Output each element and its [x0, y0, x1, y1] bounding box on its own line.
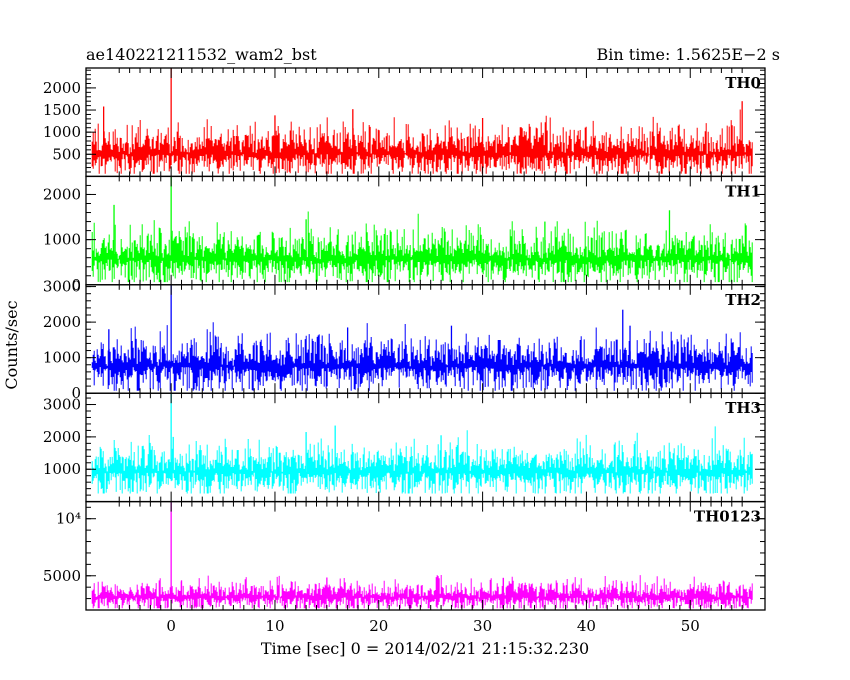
- x-tick-label-50: 50: [681, 617, 700, 635]
- y-tick-label-th0-1000: 1000: [43, 123, 81, 141]
- series-trace-th0123: [91, 575, 753, 609]
- panel-frame-th0123: [85, 500, 766, 611]
- chart-title-right: Bin time: 1.5625E−2 s: [597, 45, 780, 64]
- series-trace-th0: [91, 109, 753, 174]
- y-axis-label: Counts/sec: [2, 300, 21, 389]
- chart-title-left: ae140221211532_wam2_bst: [86, 45, 317, 64]
- y-tick-label-th2-2000: 2000: [43, 313, 81, 331]
- panel-label-th3: TH3: [725, 399, 761, 417]
- x-tick-label-40: 40: [577, 617, 596, 635]
- x-tick-label-10: 10: [265, 617, 284, 635]
- y-tick-label-th3-2000: 2000: [43, 428, 81, 446]
- y-tick-label-th2-1000: 1000: [43, 349, 81, 367]
- x-tick-label-30: 30: [473, 617, 492, 635]
- y-tick-label-th1-0: 0: [71, 276, 81, 294]
- panel-frame-th1: [85, 175, 766, 286]
- y-tick-label-th0123-5000: 5000: [43, 567, 81, 585]
- panel-label-th0: TH0: [725, 74, 761, 92]
- y-tick-label-th0-500: 500: [52, 145, 81, 163]
- x-tick-label-20: 20: [369, 617, 388, 635]
- y-tick-label-th3-1000: 1000: [43, 460, 81, 478]
- x-axis-label: Time [sec] 0 = 2014/02/21 21:15:32.230: [261, 639, 589, 658]
- y-tick-label-th3-3000: 3000: [43, 396, 81, 414]
- panel-label-th0123: TH0123: [694, 508, 761, 526]
- panel-label-th2: TH2: [725, 291, 761, 309]
- y-tick-label-th0-2000: 2000: [43, 79, 81, 97]
- panel-label-th1: TH1: [725, 182, 761, 200]
- y-tick-label-th0-1500: 1500: [43, 101, 81, 119]
- y-tick-label-th1-2000: 2000: [43, 185, 81, 203]
- series-trace-th1: [91, 211, 753, 283]
- x-tick-label-0: 0: [166, 617, 176, 635]
- y-tick-label-th1-1000: 1000: [43, 231, 81, 249]
- y-tick-label-th0123-10000: 10⁴: [56, 510, 81, 528]
- y-tick-label-th2-3000: 3000: [43, 278, 81, 296]
- y-tick-label-th2-0: 0: [71, 384, 81, 402]
- series-trace-th2: [91, 322, 753, 391]
- series-trace-th3: [91, 426, 753, 494]
